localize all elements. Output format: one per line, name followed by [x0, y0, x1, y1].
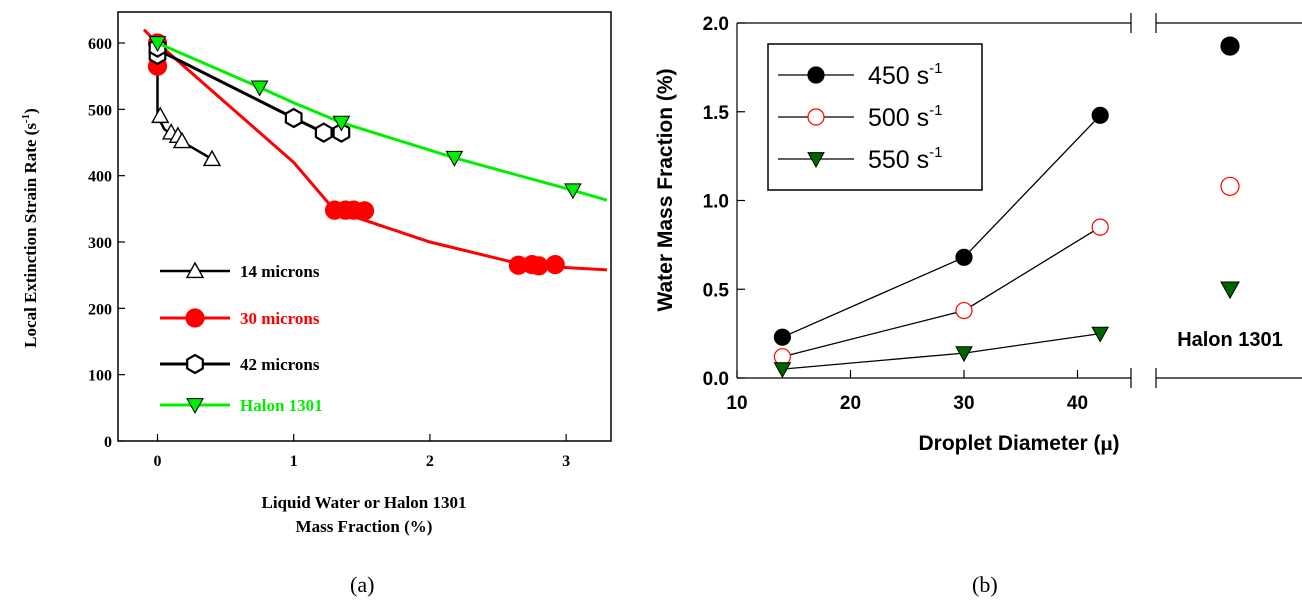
data-point	[148, 36, 167, 53]
legend-marker	[807, 66, 825, 84]
x-tick-label: 30	[953, 393, 974, 414]
data-point	[445, 150, 464, 167]
data-point	[202, 149, 222, 167]
y-tick-label: 1.5	[703, 103, 730, 124]
data-point	[1091, 106, 1109, 124]
legend-box	[767, 43, 983, 191]
legend-marker	[807, 152, 825, 169]
legend-label-superscript: -1	[929, 144, 942, 161]
x-tick-label: 3	[562, 453, 570, 470]
series-450-s-1	[773, 36, 1240, 346]
data-point	[332, 115, 351, 132]
legend-marker	[186, 398, 204, 415]
broken-axis-label-halon: Halon 1301	[1177, 329, 1283, 351]
data-point	[332, 122, 351, 143]
data-point	[284, 107, 303, 129]
caption-a: (a)	[350, 572, 375, 597]
data-point	[1091, 218, 1109, 236]
legend-marker	[807, 108, 825, 126]
y-tick-label: 0.0	[703, 369, 729, 390]
data-point	[773, 362, 792, 379]
y-tick-label: 0.5	[703, 280, 730, 301]
y-tick-label: 2.0	[703, 14, 729, 35]
y-tick-label: 400	[88, 169, 112, 186]
legend-label: 30 microns	[240, 309, 320, 328]
legend-marker	[185, 261, 205, 279]
y-tick-label: 1.0	[703, 192, 729, 213]
y-axis-ticks-a: 0 100 200 300 400 500 600	[88, 36, 125, 451]
data-point	[955, 248, 973, 266]
x-tick-label: 40	[1067, 393, 1088, 414]
x-axis-label-a-line1: Liquid Water or Halon 1301	[262, 493, 467, 512]
series-line	[142, 28, 608, 272]
legend-label: 14 microns	[240, 262, 320, 281]
data-point	[955, 346, 973, 363]
halon-data-point	[1220, 281, 1240, 300]
halon-data-point	[1220, 176, 1240, 196]
x-tick-label: 0	[154, 453, 162, 470]
y-tick-label: 200	[88, 301, 112, 318]
legend-label: 42 microns	[240, 355, 320, 374]
data-point	[314, 122, 333, 143]
data-point	[529, 256, 549, 276]
legend-item: 30 microns	[160, 308, 320, 328]
y-tick-label: 0	[104, 434, 112, 451]
series-halon-1301	[148, 36, 608, 202]
series-500-s-1	[773, 176, 1240, 366]
series-line	[782, 226, 1101, 358]
series-line	[156, 41, 608, 202]
plot-frame-a	[117, 11, 612, 442]
y-tick-label: 100	[88, 368, 112, 385]
legend-item: 42 microns	[160, 353, 320, 375]
data-point	[151, 106, 170, 124]
y-tick-label: 300	[88, 235, 112, 252]
x-tick-label: 20	[840, 393, 861, 414]
series-group-a	[142, 28, 608, 276]
data-point	[250, 80, 269, 97]
legend-label-superscript: -1	[929, 102, 942, 119]
x-axis-ticks-a: 0 1 2 3	[154, 434, 570, 470]
legend-a: 14 microns 30 microns 42 microns Halon 1301	[160, 261, 323, 415]
x-tick-label: 2	[426, 453, 434, 470]
series-line	[156, 48, 342, 135]
series-line	[782, 332, 1101, 370]
data-point	[354, 201, 375, 221]
legend-item: Halon 1301	[160, 396, 323, 415]
legend-label: Halon 1301	[240, 396, 323, 415]
data-point	[1091, 326, 1110, 343]
series-group-b	[773, 36, 1240, 379]
legend-marker	[186, 353, 204, 375]
data-point	[545, 254, 565, 275]
y-axis-label-a: Local Extinction Strain Rate (s-1)	[20, 108, 40, 348]
data-point	[955, 301, 973, 320]
series-550-s-1	[773, 281, 1240, 379]
x-axis-label-a-line2: Mass Fraction (%)	[296, 517, 433, 536]
x-tick-label: 10	[726, 393, 747, 414]
y-tick-label: 500	[88, 102, 112, 119]
data-point	[773, 328, 792, 346]
x-axis-label-b: Droplet Diameter (μ)	[919, 431, 1120, 455]
y-axis-label-b: Water Mass Fraction (%)	[654, 68, 677, 311]
y-tick-label: 600	[88, 36, 112, 53]
legend-marker	[185, 308, 205, 328]
x-tick-label: 1	[290, 453, 298, 470]
panel-a-chart: 0 100 200 300 400 500 600 0 1 2 3 14 microns 30 mi…	[20, 11, 612, 536]
legend-label-superscript: -1	[929, 60, 942, 77]
data-point	[564, 183, 582, 200]
data-point	[172, 131, 192, 149]
x-axis-ticks-b: 10 20 30 40	[726, 370, 1088, 414]
halon-data-point	[1220, 36, 1240, 56]
caption-b: (b)	[972, 572, 998, 597]
legend-item: 14 microns	[160, 261, 320, 281]
y-axis-ticks-b: 0.0 0.5 1.0 1.5 2.0	[703, 14, 745, 390]
